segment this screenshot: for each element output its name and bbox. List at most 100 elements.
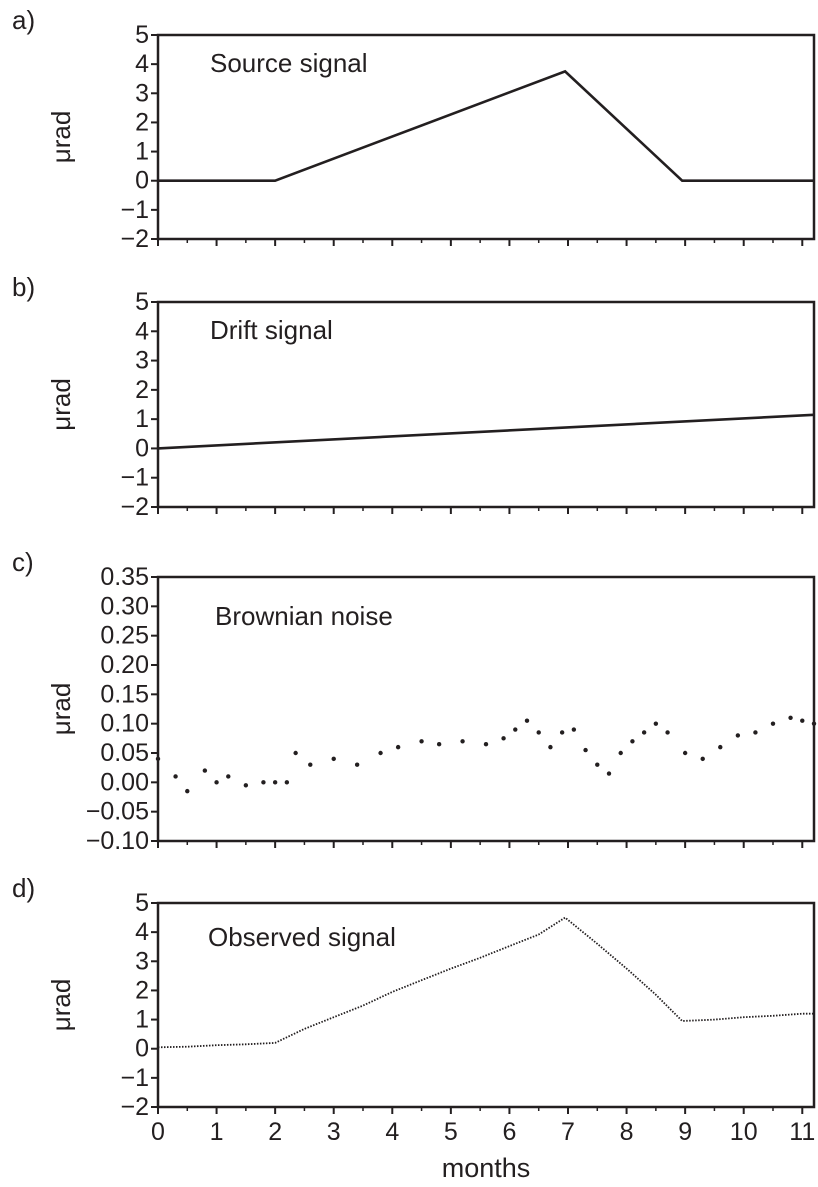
- plot-frame-1: [156, 33, 816, 241]
- y-tick-label: 3: [135, 947, 149, 975]
- x-tick-label: 9: [678, 1118, 692, 1146]
- data-point: [718, 744, 723, 750]
- x-tick-label: 6: [502, 1118, 516, 1146]
- data-point: [501, 736, 506, 741]
- data-point: [436, 742, 442, 747]
- data-point: [202, 768, 208, 773]
- x-tick-label: 2: [268, 1118, 282, 1146]
- y-tick-label: 4: [135, 918, 149, 946]
- data-point: [665, 730, 670, 735]
- y-tick-label: 5: [135, 21, 149, 49]
- y-tick-label: 1: [135, 138, 149, 166]
- y-tick-label: 3: [135, 79, 149, 107]
- data-point: [284, 780, 290, 785]
- data-point: [559, 730, 565, 735]
- x-tick-label: 11: [789, 1118, 815, 1146]
- series-line: [157, 413, 815, 450]
- y-tick-label: −2: [120, 493, 149, 521]
- y-tick-label: −1: [120, 1064, 149, 1092]
- y-tick-label: 0: [135, 1035, 149, 1063]
- y-tick-label: 0.10: [100, 710, 149, 738]
- y-tick-label: −1: [120, 196, 149, 224]
- data-point: [800, 718, 805, 723]
- data-point: [630, 739, 635, 744]
- data-point: [185, 788, 190, 794]
- y-axis-label: μrad: [46, 683, 76, 736]
- data-point: [700, 756, 705, 762]
- y-tick-label: 3: [135, 347, 149, 375]
- data-point: [811, 721, 817, 726]
- x-axis-label: months: [442, 1153, 531, 1183]
- y-tick-label: 0.30: [100, 592, 149, 620]
- plot-frame-2: [156, 300, 816, 509]
- y-tick-label: 1: [135, 1006, 149, 1034]
- y-tick-label: 2: [135, 108, 149, 136]
- y-tick-label: 5: [135, 889, 149, 917]
- y-tick-label: 2: [135, 376, 149, 404]
- y-tick-label: 0.25: [100, 622, 149, 650]
- data-point: [548, 744, 553, 750]
- y-tick-label: 0.15: [100, 680, 149, 708]
- y-tick-label: 1: [135, 405, 149, 433]
- data-point: [513, 727, 518, 732]
- y-tick-label: 5: [135, 288, 149, 316]
- panel-letter: a): [12, 5, 35, 35]
- data-point: [653, 721, 659, 726]
- plot-title: Observed signal: [208, 922, 396, 952]
- data-point: [735, 733, 741, 738]
- y-tick-label: 0: [135, 434, 149, 462]
- y-tick-label: −0.10: [86, 827, 149, 855]
- y-tick-label: −0.05: [86, 798, 149, 826]
- data-point: [155, 756, 161, 762]
- y-tick-label: −1: [120, 464, 149, 492]
- y-axis-label: μrad: [46, 979, 76, 1032]
- panel-letter: c): [12, 547, 34, 577]
- data-point: [173, 774, 178, 779]
- y-tick-label: 4: [135, 317, 149, 345]
- y-tick-label: 4: [135, 50, 149, 78]
- y-tick-label: 0.05: [100, 739, 149, 767]
- x-tick-label: 8: [620, 1118, 634, 1146]
- data-point: [419, 739, 424, 744]
- x-tick-label: 7: [561, 1118, 575, 1146]
- series-line: [158, 69, 814, 182]
- y-tick-label: −2: [120, 225, 149, 253]
- data-point: [378, 750, 383, 756]
- data-point: [583, 747, 588, 753]
- y-axis-label: μrad: [46, 378, 76, 431]
- plot-title: Brownian noise: [215, 601, 393, 631]
- x-tick-label: 1: [210, 1118, 224, 1146]
- data-point: [753, 730, 758, 735]
- data-point: [293, 750, 298, 756]
- data-point: [226, 774, 231, 779]
- series-line: [157, 916, 814, 1049]
- x-tick-label: 3: [327, 1118, 341, 1146]
- data-point: [682, 750, 688, 756]
- data-point: [243, 783, 249, 788]
- data-point: [272, 780, 278, 785]
- data-point: [261, 780, 266, 785]
- y-tick-label: 2: [135, 976, 149, 1004]
- y-tick-label: 0.00: [100, 768, 149, 796]
- x-tick-label: 4: [385, 1118, 399, 1146]
- y-tick-label: 0.20: [100, 651, 149, 679]
- x-tick-label: 5: [444, 1118, 458, 1146]
- data-point: [483, 742, 489, 747]
- data-point: [606, 771, 612, 776]
- plot-title: Source signal: [210, 48, 368, 78]
- x-tick-label: 10: [730, 1118, 758, 1146]
- data-point: [595, 762, 600, 767]
- data-point: [331, 756, 336, 762]
- data-point: [524, 718, 530, 723]
- panel-letter: b): [12, 272, 35, 302]
- data-point: [395, 744, 401, 750]
- data-point: [308, 762, 313, 767]
- y-tick-label: −2: [120, 1093, 149, 1121]
- plot-title: Drift signal: [210, 315, 333, 345]
- x-tick-label: 0: [151, 1118, 165, 1146]
- data-point: [641, 730, 647, 735]
- data-point: [354, 762, 360, 767]
- y-tick-label: 0.35: [100, 563, 149, 591]
- y-axis-label: μrad: [46, 111, 76, 164]
